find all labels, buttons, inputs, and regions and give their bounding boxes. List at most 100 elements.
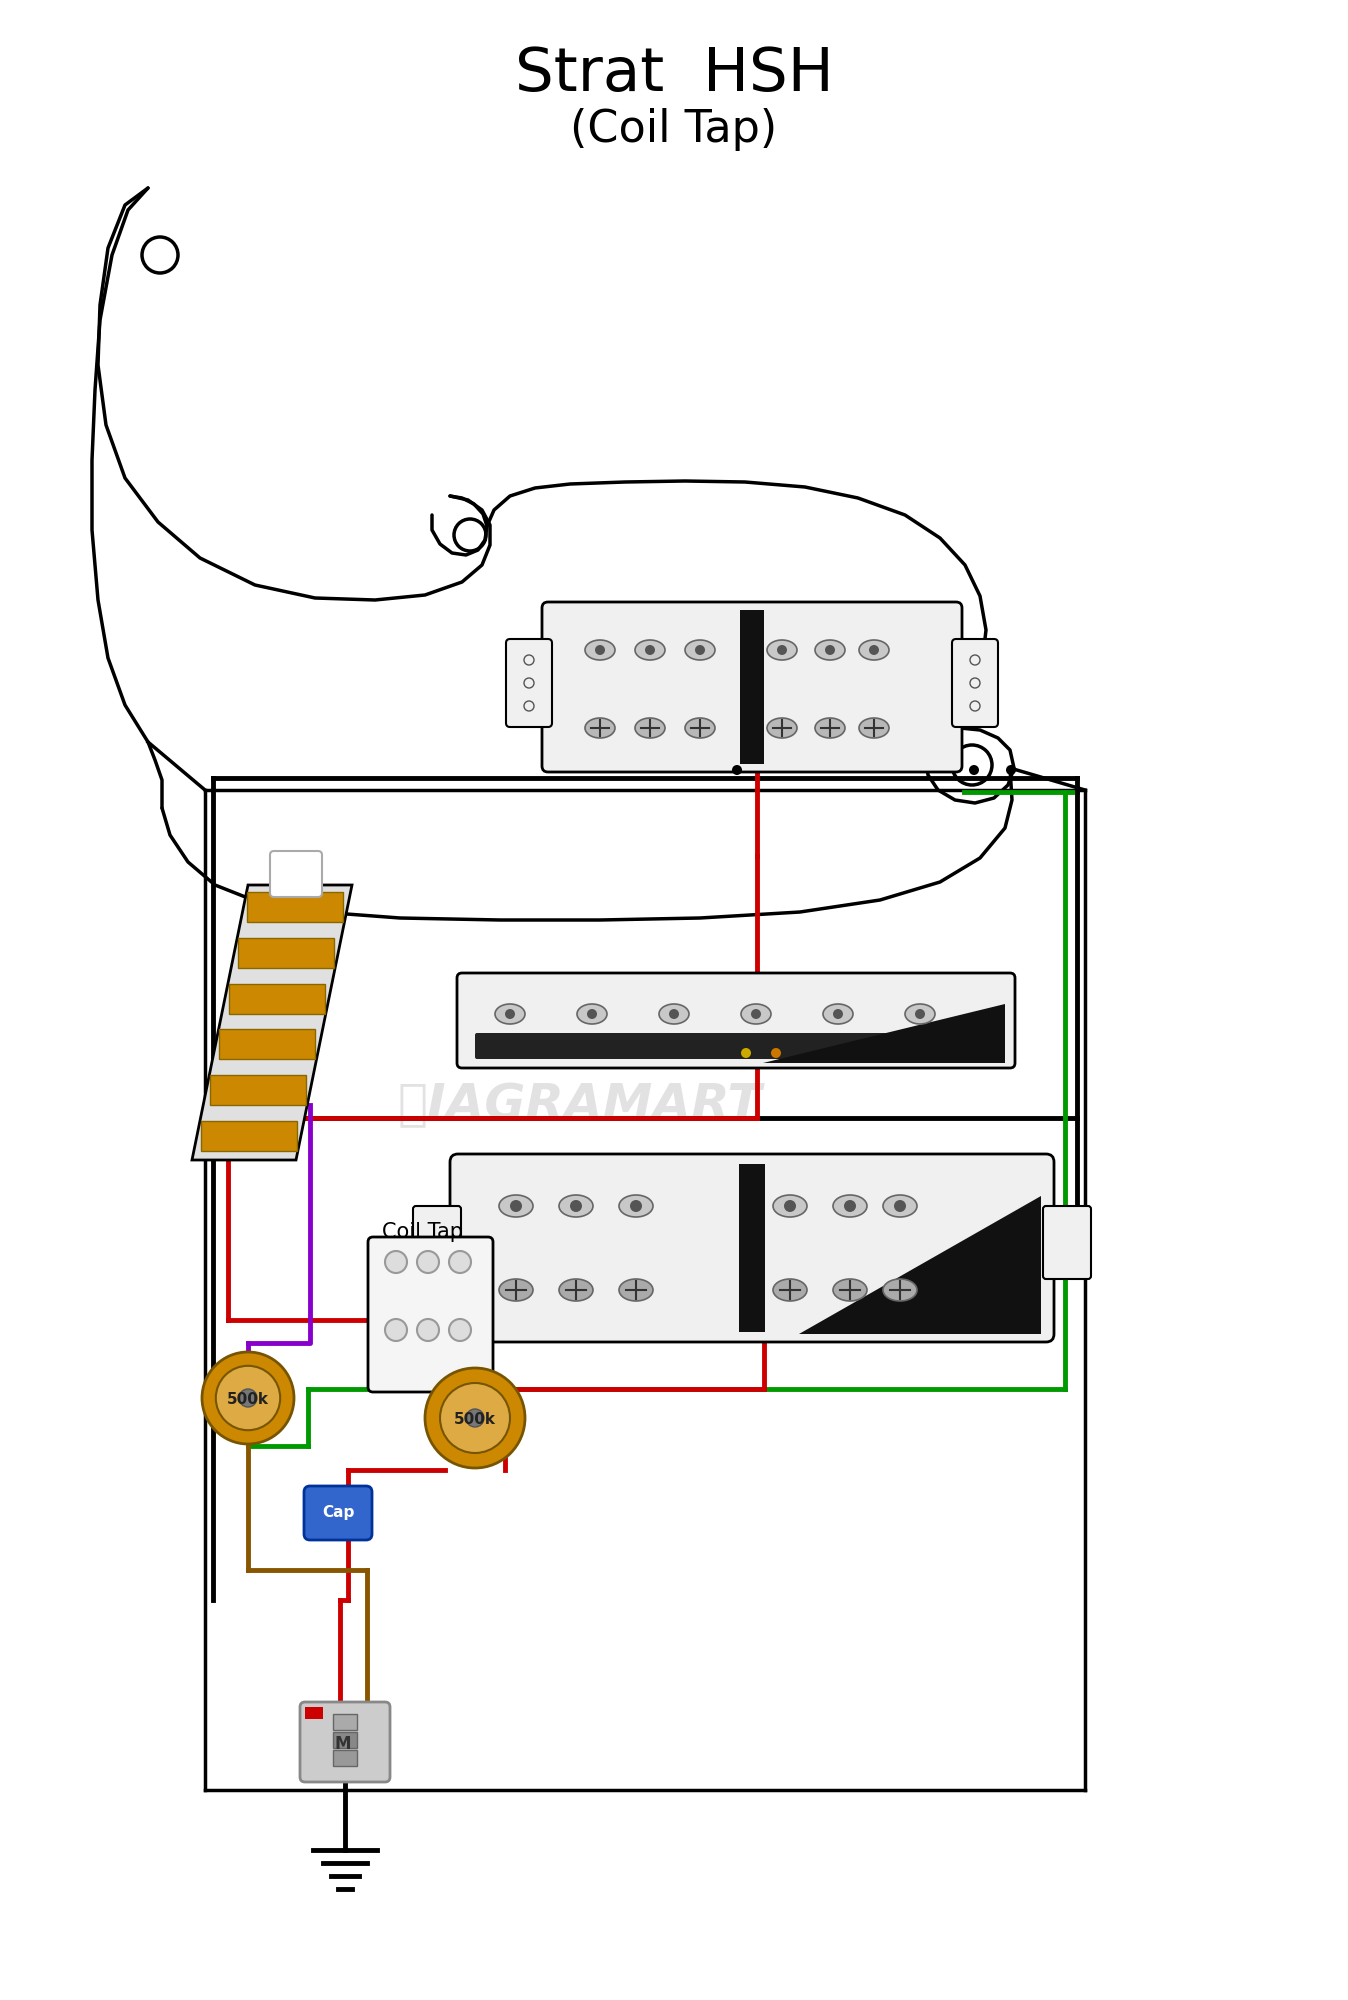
Circle shape [466, 1408, 484, 1428]
Ellipse shape [859, 640, 888, 660]
Circle shape [216, 1366, 280, 1430]
Circle shape [644, 644, 655, 656]
Circle shape [439, 1384, 510, 1452]
Text: Strat  HSH: Strat HSH [515, 44, 833, 104]
FancyBboxPatch shape [457, 974, 1015, 1068]
Ellipse shape [883, 1194, 917, 1216]
Circle shape [386, 1252, 407, 1274]
Bar [247, 892, 344, 922]
Bar [333, 1750, 357, 1766]
Ellipse shape [635, 640, 665, 660]
Bar [201, 1122, 297, 1152]
FancyBboxPatch shape [474, 1032, 998, 1060]
Circle shape [751, 1008, 762, 1020]
FancyBboxPatch shape [305, 1486, 372, 1540]
Circle shape [506, 1008, 515, 1020]
Circle shape [732, 764, 741, 774]
Bar [740, 610, 764, 764]
Bar [739, 1164, 766, 1332]
Circle shape [771, 1048, 780, 1058]
Circle shape [776, 644, 787, 656]
Circle shape [449, 1252, 470, 1274]
Ellipse shape [883, 1280, 917, 1300]
Ellipse shape [772, 1194, 807, 1216]
Circle shape [833, 1008, 842, 1020]
Circle shape [425, 1368, 524, 1468]
Ellipse shape [499, 1194, 532, 1216]
Ellipse shape [559, 1194, 593, 1216]
Bar [333, 1714, 357, 1730]
Ellipse shape [905, 1004, 936, 1024]
Ellipse shape [824, 1004, 853, 1024]
Circle shape [785, 1200, 797, 1212]
Ellipse shape [577, 1004, 607, 1024]
Circle shape [202, 1352, 294, 1444]
FancyBboxPatch shape [412, 1206, 461, 1280]
Text: Cap: Cap [322, 1504, 355, 1520]
FancyBboxPatch shape [270, 852, 322, 896]
Ellipse shape [833, 1280, 867, 1300]
Bar [220, 1030, 315, 1060]
Ellipse shape [741, 1004, 771, 1024]
Bar [305, 1708, 324, 1718]
Ellipse shape [833, 1194, 867, 1216]
Ellipse shape [767, 718, 797, 738]
Ellipse shape [619, 1194, 652, 1216]
Ellipse shape [685, 718, 714, 738]
Circle shape [669, 1008, 679, 1020]
Circle shape [594, 644, 605, 656]
FancyBboxPatch shape [450, 1154, 1054, 1342]
FancyBboxPatch shape [542, 602, 962, 772]
Ellipse shape [585, 718, 615, 738]
Circle shape [570, 1200, 582, 1212]
Circle shape [449, 1320, 470, 1340]
Text: M: M [334, 1734, 352, 1752]
Circle shape [825, 644, 834, 656]
Ellipse shape [619, 1280, 652, 1300]
Ellipse shape [499, 1280, 532, 1300]
Ellipse shape [585, 640, 615, 660]
Text: Coil Tap: Coil Tap [383, 1222, 464, 1242]
Circle shape [844, 1200, 856, 1212]
Circle shape [239, 1388, 257, 1408]
Bar [333, 1732, 357, 1748]
Ellipse shape [635, 718, 665, 738]
FancyBboxPatch shape [1043, 1206, 1091, 1280]
Ellipse shape [859, 718, 888, 738]
Circle shape [894, 1200, 906, 1212]
Bar [210, 1076, 306, 1106]
Bar [239, 938, 334, 968]
Ellipse shape [495, 1004, 524, 1024]
Bar [229, 984, 325, 1014]
Ellipse shape [772, 1280, 807, 1300]
Circle shape [869, 644, 879, 656]
Circle shape [386, 1320, 407, 1340]
Circle shape [510, 1200, 522, 1212]
Circle shape [630, 1200, 642, 1212]
Text: 500k: 500k [454, 1412, 496, 1428]
Ellipse shape [767, 640, 797, 660]
Ellipse shape [559, 1280, 593, 1300]
Ellipse shape [816, 718, 845, 738]
Ellipse shape [659, 1004, 689, 1024]
Polygon shape [191, 884, 352, 1160]
Circle shape [915, 1008, 925, 1020]
Polygon shape [799, 1196, 1041, 1334]
Ellipse shape [816, 640, 845, 660]
Circle shape [969, 764, 979, 774]
Circle shape [417, 1252, 439, 1274]
FancyBboxPatch shape [301, 1702, 390, 1782]
Text: ⓓIAGRAMART: ⓓIAGRAMART [398, 1080, 762, 1128]
Circle shape [417, 1320, 439, 1340]
FancyBboxPatch shape [506, 640, 551, 726]
Text: (Coil Tap): (Coil Tap) [570, 108, 778, 152]
Circle shape [741, 1048, 751, 1058]
FancyBboxPatch shape [952, 640, 998, 726]
Circle shape [586, 1008, 597, 1020]
Text: 500k: 500k [226, 1392, 270, 1408]
Ellipse shape [685, 640, 714, 660]
Polygon shape [763, 1004, 1006, 1064]
Circle shape [696, 644, 705, 656]
Circle shape [1006, 764, 1016, 774]
FancyBboxPatch shape [368, 1236, 493, 1392]
